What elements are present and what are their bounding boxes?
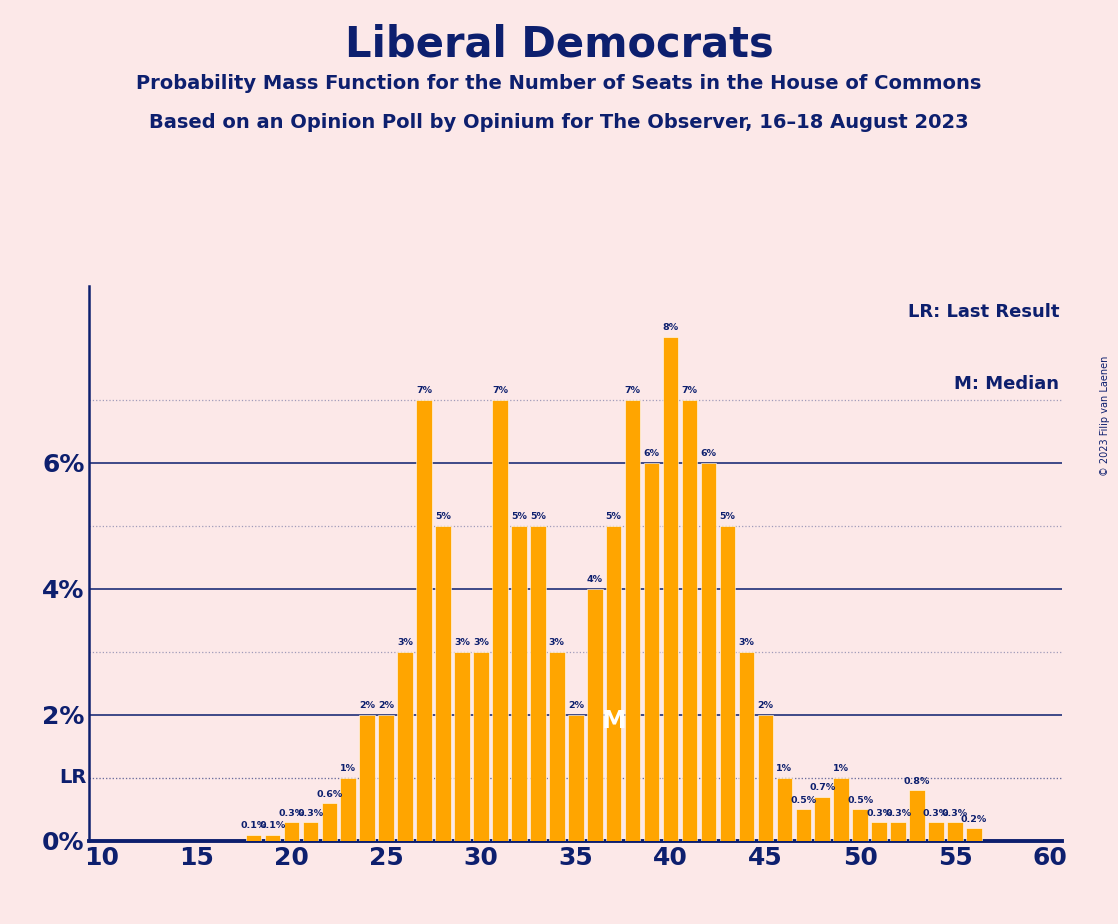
Text: 0.3%: 0.3% — [866, 808, 892, 818]
Text: Based on an Opinion Poll by Opinium for The Observer, 16–18 August 2023: Based on an Opinion Poll by Opinium for … — [149, 113, 969, 132]
Bar — [473, 651, 489, 841]
Bar — [663, 337, 679, 841]
Bar — [322, 803, 337, 841]
Text: 0.8%: 0.8% — [903, 777, 930, 786]
Text: 0.1%: 0.1% — [259, 821, 285, 830]
Bar — [928, 822, 944, 841]
Bar — [852, 809, 868, 841]
Text: 0.5%: 0.5% — [847, 796, 873, 805]
Text: 1%: 1% — [833, 764, 850, 773]
Text: 3%: 3% — [549, 638, 565, 648]
Text: 0.7%: 0.7% — [809, 784, 835, 793]
Text: LR: LR — [59, 769, 86, 787]
Bar — [246, 834, 262, 841]
Text: LR: Last Result: LR: Last Result — [908, 303, 1059, 321]
Text: 0.1%: 0.1% — [240, 821, 266, 830]
Bar — [303, 822, 319, 841]
Text: M: Median: M: Median — [955, 375, 1059, 393]
Text: 4%: 4% — [587, 576, 603, 585]
Text: 0.3%: 0.3% — [941, 808, 968, 818]
Text: 6%: 6% — [701, 449, 717, 458]
Bar — [435, 526, 451, 841]
Bar — [777, 778, 793, 841]
Text: 3%: 3% — [473, 638, 489, 648]
Bar — [682, 400, 698, 841]
Bar — [511, 526, 527, 841]
Text: 0.5%: 0.5% — [790, 796, 816, 805]
Text: 6%: 6% — [644, 449, 660, 458]
Bar — [644, 463, 660, 841]
Bar — [284, 822, 300, 841]
Bar — [359, 715, 375, 841]
Bar — [416, 400, 432, 841]
Text: 7%: 7% — [416, 386, 432, 395]
Bar — [625, 400, 641, 841]
Bar — [265, 834, 281, 841]
Text: 3%: 3% — [739, 638, 755, 648]
Text: 5%: 5% — [511, 513, 527, 521]
Bar — [890, 822, 906, 841]
Bar — [739, 651, 755, 841]
Bar — [701, 463, 717, 841]
Bar — [720, 526, 736, 841]
Text: 0.3%: 0.3% — [923, 808, 949, 818]
Text: 2%: 2% — [568, 701, 584, 711]
Bar — [606, 526, 622, 841]
Text: 2%: 2% — [359, 701, 376, 711]
Bar — [815, 796, 830, 841]
Text: 5%: 5% — [435, 513, 451, 521]
Text: 3%: 3% — [397, 638, 413, 648]
Bar — [587, 589, 603, 841]
Bar — [796, 809, 811, 841]
Text: 1%: 1% — [776, 764, 793, 773]
Bar — [549, 651, 565, 841]
Bar — [530, 526, 546, 841]
Text: 7%: 7% — [625, 386, 641, 395]
Text: 5%: 5% — [720, 513, 736, 521]
Text: Liberal Democrats: Liberal Democrats — [344, 23, 774, 65]
Text: 0.6%: 0.6% — [316, 790, 342, 798]
Text: 2%: 2% — [378, 701, 395, 711]
Text: 0.3%: 0.3% — [885, 808, 911, 818]
Text: 0.2%: 0.2% — [960, 815, 987, 824]
Text: 0.3%: 0.3% — [297, 808, 323, 818]
Text: 5%: 5% — [606, 513, 622, 521]
Bar — [378, 715, 394, 841]
Bar — [454, 651, 470, 841]
Text: 3%: 3% — [454, 638, 470, 648]
Text: 8%: 8% — [663, 323, 679, 333]
Text: 0.3%: 0.3% — [278, 808, 304, 818]
Bar — [758, 715, 774, 841]
Text: 1%: 1% — [340, 764, 357, 773]
Text: 5%: 5% — [530, 513, 546, 521]
Bar — [397, 651, 413, 841]
Bar — [947, 822, 963, 841]
Text: © 2023 Filip van Laenen: © 2023 Filip van Laenen — [1100, 356, 1110, 476]
Text: 2%: 2% — [757, 701, 774, 711]
Bar — [871, 822, 887, 841]
Text: 7%: 7% — [682, 386, 698, 395]
Text: 7%: 7% — [492, 386, 508, 395]
Text: Probability Mass Function for the Number of Seats in the House of Commons: Probability Mass Function for the Number… — [136, 74, 982, 93]
Bar — [833, 778, 849, 841]
Bar — [966, 828, 982, 841]
Bar — [568, 715, 584, 841]
Bar — [909, 790, 925, 841]
Bar — [341, 778, 356, 841]
Text: M: M — [601, 709, 626, 733]
Bar — [492, 400, 508, 841]
